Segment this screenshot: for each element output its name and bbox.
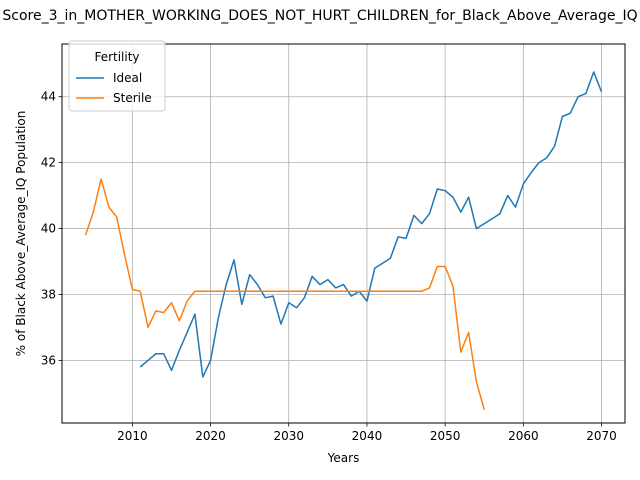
series-line-sterile [84,178,486,411]
series-layer [84,71,603,411]
x-tick-label: 2010 [117,429,148,443]
x-tick-label: 2060 [508,429,539,443]
legend-box [68,40,166,112]
axis-ticks: 2010 2020 2030 2040 2050 2060 2070 36 38 40 42 44 [41,90,617,443]
legend-title: Fertility [94,50,139,64]
y-tick-label: 42 [41,156,56,170]
x-tick-label: 2050 [430,429,461,443]
x-tick-label: 2020 [195,429,226,443]
legend: Fertility Ideal Sterile [68,40,166,112]
y-tick-label: 40 [41,222,56,236]
y-tick-label: 38 [41,287,56,301]
x-tick-label: 2040 [352,429,383,443]
series-line-ideal [139,71,603,378]
x-axis-label: Years [327,451,360,465]
y-tick-label: 44 [41,90,56,104]
x-tick-label: 2070 [586,429,617,443]
legend-items: Ideal Sterile [76,71,152,105]
chart-title: Score_3_in_MOTHER_WORKING_DOES_NOT_HURT_… [2,8,637,24]
y-tick-label: 36 [41,353,56,367]
x-tick-label: 2030 [273,429,304,443]
legend-label-sterile: Sterile [113,91,152,105]
legend-label-ideal: Ideal [113,71,142,85]
grid-lines [62,44,625,423]
y-axis-label: % of Black Above_Average_IQ Population [14,111,28,357]
plot-frame [61,43,626,424]
